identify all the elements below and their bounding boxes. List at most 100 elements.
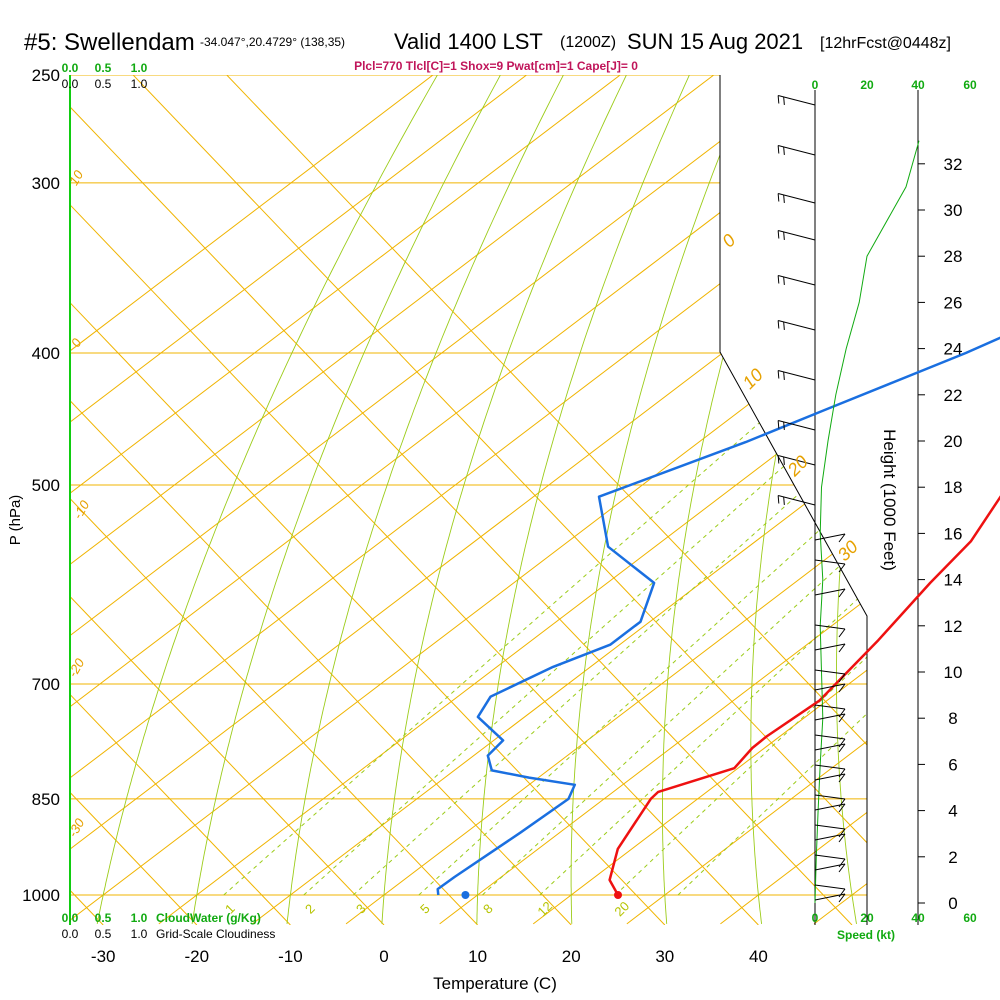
speed-bottom-tick: 0 [812, 911, 819, 925]
speed-top-tick: 40 [911, 78, 925, 92]
speed-top-tick: 60 [963, 78, 977, 92]
mixing-ratio-label: 2 [302, 901, 318, 917]
height-tick-label: 0 [948, 894, 957, 913]
x-tick-label: 30 [655, 947, 674, 966]
isotherm-label: 30 [834, 537, 862, 565]
isotherm [70, 75, 840, 925]
height-tick-label: 12 [944, 617, 963, 636]
wind-barb [814, 854, 846, 868]
x-axis-title: Temperature (C) [433, 974, 557, 993]
wind-barbs [777, 95, 920, 904]
cloudiness-label: Grid-Scale Cloudiness [156, 927, 275, 941]
mixing-ratio-label: 5 [417, 901, 433, 917]
mixing-ratio-line [352, 352, 867, 896]
isotherm [70, 75, 465, 925]
mixing-ratio-line [615, 352, 867, 896]
height-tick-label: 32 [944, 155, 963, 174]
height-tick-label: 10 [944, 663, 963, 682]
height-tick-label: 20 [944, 432, 963, 451]
wind-barb [814, 643, 846, 653]
saturated-adiabat [70, 75, 198, 925]
height-tick-label: 30 [944, 201, 963, 220]
mixing-ratio-line [223, 352, 840, 896]
speed-top-tick: 0 [812, 78, 819, 92]
cloudiness-top-tick: 0.5 [95, 77, 112, 91]
speed-top-tick: 20 [860, 78, 874, 92]
wind-barb [814, 794, 846, 808]
saturated-adiabat [70, 75, 291, 925]
dry-adiabat [191, 75, 508, 924]
wind-barb [814, 624, 846, 638]
height-tick-label: 28 [944, 247, 963, 266]
mixing-ratio-line [418, 352, 867, 896]
height-tick-label: 18 [944, 478, 963, 497]
height-tick-label: 16 [944, 524, 963, 543]
isotherm-label: -20 [65, 655, 88, 679]
chart-grid [0, 0, 919, 925]
cloudwater-label: CloudWater (g/Kg) [156, 911, 261, 925]
dry-adiabat [835, 75, 867, 924]
speed-bottom-tick: 60 [963, 911, 977, 925]
wind-barb [814, 533, 846, 543]
clipped-grid [0, 0, 867, 925]
wind-barb [814, 559, 846, 573]
wind-barb [814, 893, 846, 903]
isotherm [626, 75, 867, 925]
isotherm [70, 75, 867, 925]
isotherm [70, 75, 867, 925]
wind-barb [814, 669, 846, 683]
stability-indices: Plcl=770 Tlcl[C]=1 Shox=9 Pwat[cm]=1 Cap… [354, 59, 638, 73]
cloudwater-bottom-tick: 1.0 [131, 911, 148, 925]
saturated-adiabat [70, 75, 478, 925]
dewpoint-line [436, 336, 1000, 896]
dry-adiabat [476, 75, 696, 924]
speed-scale-label: Speed (kt) [837, 928, 895, 942]
x-tick-label: 0 [379, 947, 388, 966]
x-tick-label: 20 [562, 947, 581, 966]
wind-barb [814, 713, 846, 723]
wind-barb [814, 704, 846, 718]
wind-barb [777, 145, 816, 156]
isotherm-label: 0 [718, 230, 739, 251]
speed-bottom-tick: 20 [860, 911, 874, 925]
cloudiness-bottom-tick: 0.0 [62, 927, 79, 941]
wind-barb [777, 193, 816, 204]
y-tick-label: 500 [32, 476, 60, 495]
isotherm [70, 75, 653, 925]
cloudwater-bottom-tick: 0.0 [62, 911, 79, 925]
saturated-adiabat [70, 75, 867, 925]
wind-barb [777, 370, 816, 381]
cloudwater-bottom-tick: 0.5 [95, 911, 112, 925]
mixing-ratio-line [482, 352, 867, 896]
wind-barb [814, 833, 846, 843]
wind-barb [814, 588, 846, 598]
dry-adiabat [570, 75, 758, 924]
saturated-adiabat [0, 0, 10, 925]
x-tick-label: 40 [749, 947, 768, 966]
cloudwater-top-tick: 0.5 [95, 61, 112, 75]
valid-time: Valid 1400 LST [394, 29, 543, 54]
wind-barb [814, 734, 846, 748]
saturated-adiabat [70, 75, 759, 925]
height-tick-label: 8 [948, 709, 957, 728]
wind-barb [814, 764, 846, 778]
saturated-adiabat [70, 75, 572, 925]
x-tick-label: -30 [91, 947, 116, 966]
plot-boundary [719, 75, 868, 925]
y-tick-label: 300 [32, 174, 60, 193]
station-title: #5: Swellendam [24, 29, 195, 56]
height-axis-title: Height (1000 Feet) [880, 429, 899, 571]
isotherm [158, 75, 867, 925]
wind-barb [777, 230, 816, 241]
cloudwater-top-tick: 0.0 [62, 61, 79, 75]
saturated-adiabat [70, 75, 385, 925]
mixing-ratio-line [677, 352, 867, 896]
wind-barb [814, 824, 846, 838]
saturated-adiabat [70, 75, 666, 925]
dry-adiabat [96, 75, 445, 924]
saturated-adiabat [70, 75, 853, 925]
dewpoint-surface-marker [461, 891, 470, 899]
y-tick-label: 400 [32, 344, 60, 363]
y-axis-title: P (hPa) [7, 495, 24, 546]
